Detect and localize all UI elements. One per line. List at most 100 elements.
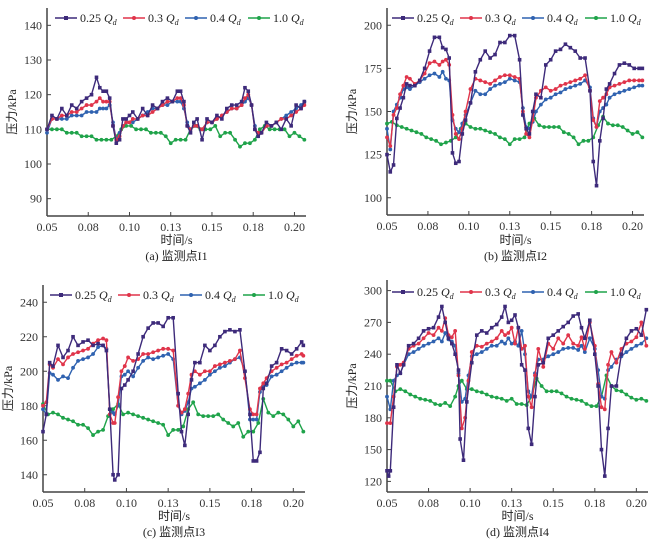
data-point xyxy=(69,103,74,107)
data-point xyxy=(141,359,146,363)
series-0_4 xyxy=(385,69,645,152)
data-point xyxy=(436,336,441,341)
data-point xyxy=(160,99,165,104)
data-point xyxy=(201,414,206,418)
data-point xyxy=(398,371,403,376)
data-point xyxy=(56,412,60,417)
data-point xyxy=(56,343,60,348)
data-point xyxy=(64,117,69,121)
data-point xyxy=(150,103,155,107)
data-point xyxy=(503,333,507,338)
data-point xyxy=(474,333,479,337)
data-point xyxy=(427,49,432,53)
data-point xyxy=(395,116,399,121)
data-point xyxy=(61,374,65,379)
data-point xyxy=(259,131,264,135)
data-point xyxy=(156,321,160,325)
data-point xyxy=(469,350,474,354)
data-point xyxy=(627,78,632,83)
data-point xyxy=(385,421,389,425)
data-point xyxy=(175,99,180,104)
data-point xyxy=(514,402,519,406)
data-point xyxy=(116,472,120,477)
x-tick-label: 0.18 xyxy=(243,220,264,234)
legend-label: 1.0 Qd xyxy=(610,11,642,27)
data-point xyxy=(170,99,175,104)
data-point xyxy=(426,341,431,346)
data-point xyxy=(165,99,170,104)
data-point xyxy=(546,354,551,359)
data-point xyxy=(388,170,393,174)
data-point xyxy=(414,130,419,135)
data-point xyxy=(423,397,428,402)
data-point xyxy=(89,92,94,97)
data-point xyxy=(153,130,158,135)
data-point xyxy=(622,61,627,65)
legend-subscript: d xyxy=(113,18,118,27)
data-point xyxy=(238,328,242,332)
data-point xyxy=(439,339,444,344)
series-line xyxy=(46,76,306,144)
data-point xyxy=(302,99,307,104)
legend-symbol: Q xyxy=(99,288,108,302)
data-point xyxy=(413,394,418,399)
data-point xyxy=(178,137,183,142)
data-point xyxy=(186,412,190,417)
series-0_3 xyxy=(385,316,649,431)
data-point xyxy=(97,96,102,101)
data-point xyxy=(269,124,274,128)
data-point xyxy=(563,42,568,47)
legend: 0.25 Qd 0.3 Qd 0.4 Qd 1.0 Qd xyxy=(55,11,305,27)
data-point xyxy=(421,343,426,348)
data-point xyxy=(637,78,641,83)
data-point xyxy=(254,412,259,417)
data-point xyxy=(413,83,417,88)
data-point xyxy=(543,85,548,90)
y-tick-label: 110 xyxy=(24,122,42,136)
data-point xyxy=(84,134,89,139)
data-point xyxy=(401,83,406,88)
data-point xyxy=(547,125,551,129)
data-point xyxy=(522,135,527,140)
legend-swatch-marker xyxy=(401,16,405,20)
data-point xyxy=(126,369,131,374)
legend-value: 0.25 xyxy=(80,11,104,25)
data-point xyxy=(488,130,493,135)
data-point xyxy=(509,318,514,323)
data-point xyxy=(479,350,484,354)
data-point xyxy=(586,138,591,143)
legend-symbol: Q xyxy=(441,11,450,25)
legend-swatch-marker xyxy=(257,16,261,20)
data-point xyxy=(122,383,127,387)
data-point xyxy=(624,392,629,397)
data-point xyxy=(388,421,393,425)
data-point xyxy=(507,76,512,81)
data-point xyxy=(64,113,69,118)
data-point xyxy=(74,130,79,135)
data-point xyxy=(391,405,396,409)
data-point xyxy=(509,325,514,330)
data-point xyxy=(456,368,461,372)
data-point xyxy=(225,106,229,111)
legend-item: 0.25 Qd xyxy=(55,11,118,27)
data-point xyxy=(66,417,70,422)
data-point xyxy=(569,396,574,401)
x-tick-label: 0.08 xyxy=(417,219,438,233)
data-point xyxy=(537,123,542,128)
data-point xyxy=(86,426,90,431)
data-point xyxy=(453,132,458,136)
data-point xyxy=(614,360,619,365)
data-point xyxy=(116,395,120,400)
data-point xyxy=(119,386,124,391)
legend-item: 0.4 Qd xyxy=(522,285,579,301)
data-point xyxy=(627,63,632,67)
data-point xyxy=(431,333,436,338)
data-point xyxy=(542,125,547,129)
data-point xyxy=(182,407,187,412)
data-point xyxy=(124,123,129,128)
data-point xyxy=(484,331,489,335)
data-point xyxy=(479,344,484,349)
data-point xyxy=(639,396,644,401)
data-point xyxy=(289,362,294,367)
data-point xyxy=(398,106,402,110)
